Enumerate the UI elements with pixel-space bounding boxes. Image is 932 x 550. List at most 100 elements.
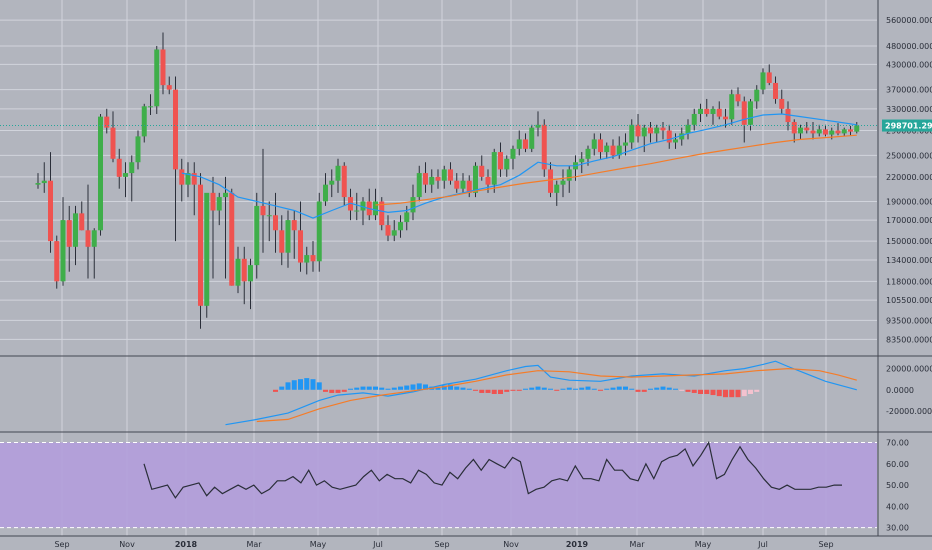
candle-body[interactable] — [273, 215, 278, 231]
candle-body[interactable] — [379, 201, 385, 226]
candle-body[interactable] — [73, 213, 78, 247]
candle-body[interactable] — [760, 72, 766, 90]
candle-body[interactable] — [141, 106, 147, 137]
candle-body[interactable] — [291, 220, 297, 231]
candle-body[interactable] — [766, 72, 772, 83]
candle-body[interactable] — [35, 183, 41, 185]
candle-body[interactable] — [85, 230, 91, 247]
candle-body[interactable] — [854, 125, 860, 132]
candle-body[interactable] — [504, 158, 510, 170]
candle-body[interactable] — [248, 265, 253, 282]
candle-body[interactable] — [616, 145, 622, 156]
macd-pane[interactable] — [225, 360, 857, 426]
candle-body[interactable] — [704, 108, 710, 114]
candle-body[interactable] — [166, 85, 172, 90]
candle-body[interactable] — [416, 173, 422, 198]
candle-body[interactable] — [260, 205, 266, 216]
candle-body[interactable] — [98, 116, 103, 231]
candle-body[interactable] — [754, 89, 760, 102]
candle-body[interactable] — [210, 192, 216, 211]
candle-body[interactable] — [454, 180, 460, 189]
candle-body[interactable] — [154, 49, 160, 107]
candle-body[interactable] — [460, 180, 466, 189]
candle-body[interactable] — [60, 220, 66, 282]
candle-body[interactable] — [398, 222, 403, 231]
candle-body[interactable] — [204, 192, 210, 306]
price-pane[interactable] — [0, 32, 877, 329]
candle-body[interactable] — [698, 108, 703, 114]
candle-body[interactable] — [835, 130, 841, 134]
candle-body[interactable] — [823, 129, 828, 135]
candle-body[interactable] — [629, 124, 635, 143]
candle-body[interactable] — [485, 176, 491, 185]
candle-body[interactable] — [448, 169, 453, 181]
candle-body[interactable] — [648, 127, 653, 134]
candle-body[interactable] — [173, 89, 178, 170]
candle-body[interactable] — [185, 173, 191, 185]
candle-body[interactable] — [160, 49, 166, 86]
candle-body[interactable] — [91, 230, 97, 247]
candle-body[interactable] — [285, 220, 291, 253]
candle-body[interactable] — [66, 220, 72, 247]
candle-body[interactable] — [110, 127, 116, 159]
candle-body[interactable] — [635, 124, 641, 137]
candle-body[interactable] — [710, 108, 716, 114]
candle-body[interactable] — [598, 139, 603, 153]
candle-body[interactable] — [198, 184, 203, 306]
candle-body[interactable] — [654, 127, 660, 134]
candle-body[interactable] — [304, 255, 310, 263]
candle-body[interactable] — [435, 176, 441, 181]
candle-body[interactable] — [566, 169, 572, 181]
candle-body[interactable] — [441, 169, 447, 181]
candle-body[interactable] — [104, 116, 110, 128]
rsi-pane[interactable] — [0, 440, 877, 529]
candle-body[interactable] — [335, 165, 341, 181]
candle-body[interactable] — [804, 127, 810, 131]
candle-body[interactable] — [560, 180, 566, 185]
candle-body[interactable] — [191, 173, 197, 185]
candle-body[interactable] — [473, 165, 478, 193]
candle-body[interactable] — [604, 145, 610, 153]
candle-body[interactable] — [691, 113, 697, 125]
candle-body[interactable] — [510, 148, 516, 159]
candle-body[interactable] — [735, 94, 741, 102]
candle-body[interactable] — [716, 108, 722, 117]
candle-body[interactable] — [429, 176, 435, 185]
candle-body[interactable] — [679, 133, 685, 140]
candle-body[interactable] — [179, 169, 185, 185]
candle-body[interactable] — [310, 255, 316, 262]
candle-body[interactable] — [135, 136, 141, 163]
candle-body[interactable] — [541, 124, 547, 170]
candle-body[interactable] — [341, 165, 347, 198]
candle-body[interactable] — [516, 139, 522, 149]
candle-body[interactable] — [498, 152, 503, 170]
candle-body[interactable] — [423, 173, 428, 185]
candle-body[interactable] — [410, 197, 416, 213]
candle-body[interactable] — [591, 139, 597, 149]
candle-body[interactable] — [529, 127, 535, 149]
candle-body[interactable] — [354, 210, 360, 212]
candle-body[interactable] — [229, 192, 235, 286]
candle-body[interactable] — [123, 173, 128, 177]
candle-body[interactable] — [391, 230, 397, 236]
candle-body[interactable] — [116, 158, 122, 177]
candle-body[interactable] — [841, 129, 847, 134]
candle-body[interactable] — [585, 148, 591, 159]
candle-body[interactable] — [129, 162, 135, 174]
candle-body[interactable] — [316, 201, 322, 262]
candle-body[interactable] — [816, 129, 822, 134]
candle-body[interactable] — [491, 152, 497, 185]
candle-body[interactable] — [360, 201, 366, 211]
candle-body[interactable] — [641, 127, 647, 137]
candle-body[interactable] — [723, 116, 728, 120]
candle-body[interactable] — [223, 192, 228, 198]
candle-body[interactable] — [373, 201, 378, 216]
candle-body[interactable] — [241, 258, 247, 282]
candle-body[interactable] — [216, 197, 222, 211]
candle-body[interactable] — [729, 94, 735, 120]
candle-body[interactable] — [323, 184, 328, 202]
candle-body[interactable] — [404, 212, 410, 223]
candle-body[interactable] — [848, 129, 853, 132]
candle-body[interactable] — [254, 205, 260, 266]
